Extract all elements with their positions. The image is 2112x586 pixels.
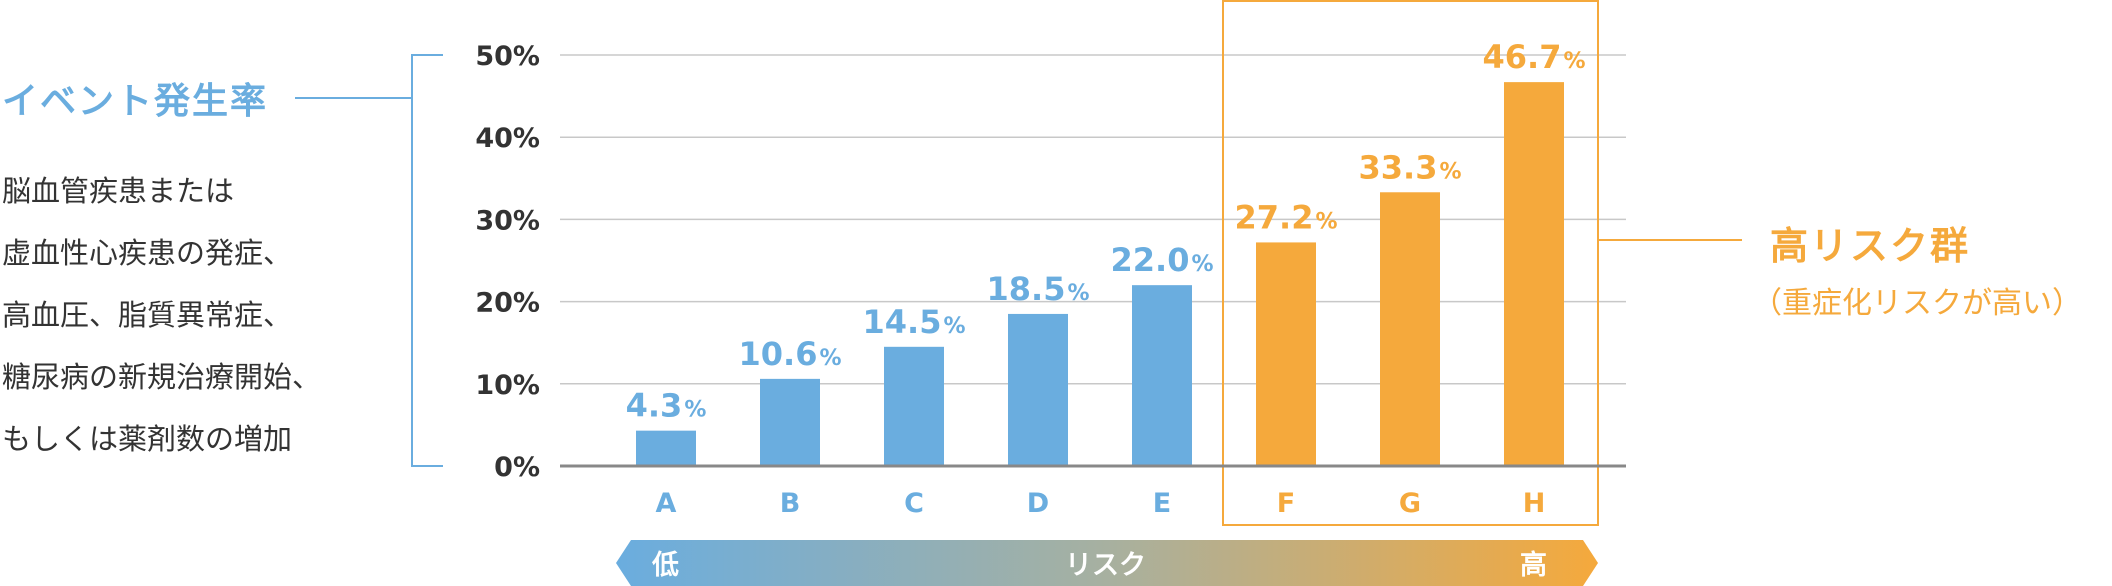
legend-bracket xyxy=(295,54,443,467)
y-tick-label: 0% xyxy=(494,452,540,483)
grid-lines xyxy=(560,54,1626,385)
legend-description-line: もしくは薬剤数の増加 xyxy=(2,422,293,456)
risk-high-label: 高 xyxy=(1520,550,1547,581)
high-risk-frame xyxy=(1222,0,1599,526)
risk-gradient-arrow xyxy=(616,540,1598,586)
value-label-F: 27.2% xyxy=(1235,198,1338,236)
x-tick-label: E xyxy=(1153,488,1171,519)
bar-A xyxy=(636,430,696,466)
legend-description-line: 脳血管疾患または xyxy=(2,174,235,208)
value-label-H: 46.7% xyxy=(1483,38,1586,76)
risk-axis-label: リスク xyxy=(1065,550,1146,581)
y-tick-label: 30% xyxy=(475,205,540,236)
legend-description: 脳血管疾患または 虚血性心疾患の発症、 高血圧、脂質異常症、 糖尿病の新規治療開… xyxy=(2,160,321,470)
value-label-B: 10.6% xyxy=(739,335,842,373)
legend-title: イベント発生率 xyxy=(2,81,269,122)
legend-description-line: 虚血性心疾患の発症、 xyxy=(2,236,293,270)
x-tick-label: H xyxy=(1523,488,1546,519)
value-label-C: 14.5% xyxy=(863,303,966,341)
legend-description-line: 糖尿病の新規治療開始、 xyxy=(2,360,322,394)
y-tick-label: 20% xyxy=(475,288,540,319)
x-tick-label: A xyxy=(656,488,677,519)
x-tick-label: B xyxy=(780,488,801,519)
y-tick-labels: 0% 10% 20% 30% 40% 50% xyxy=(475,41,540,483)
bar-F xyxy=(1256,242,1316,466)
value-labels: 4.3% 10.6% 14.5% 18.5% 22.0% 27.2% 33.3% 46.7% xyxy=(626,38,1586,425)
value-label-E: 22.0% xyxy=(1111,241,1214,279)
value-label-D: 18.5% xyxy=(987,270,1090,308)
y-tick-label: 10% xyxy=(475,370,540,401)
risk-low-label: 低 xyxy=(652,550,679,581)
bar-B xyxy=(760,378,820,466)
x-tick-label: D xyxy=(1027,488,1049,519)
legend-description-line: 高血圧、脂質異常症、 xyxy=(2,298,293,332)
x-tick-label: G xyxy=(1399,488,1421,519)
bars xyxy=(636,82,1564,467)
bar-C xyxy=(884,346,944,466)
value-label-A: 4.3% xyxy=(626,387,707,425)
high-risk-title: 高リスク群 xyxy=(1770,224,1971,268)
y-tick-label: 40% xyxy=(475,123,540,154)
value-label-G: 33.3% xyxy=(1359,148,1462,186)
y-tick-label: 50% xyxy=(475,41,540,72)
x-tick-label: F xyxy=(1277,488,1295,519)
bar-H xyxy=(1504,82,1564,466)
bar-G xyxy=(1380,192,1440,467)
high-risk-subtitle: （重症化リスクが高い） xyxy=(1752,286,2082,321)
x-tick-label: C xyxy=(904,488,924,519)
x-tick-labels: A B C D E F G H xyxy=(656,488,1546,519)
bar-E xyxy=(1132,285,1192,466)
bar-D xyxy=(1008,313,1068,466)
